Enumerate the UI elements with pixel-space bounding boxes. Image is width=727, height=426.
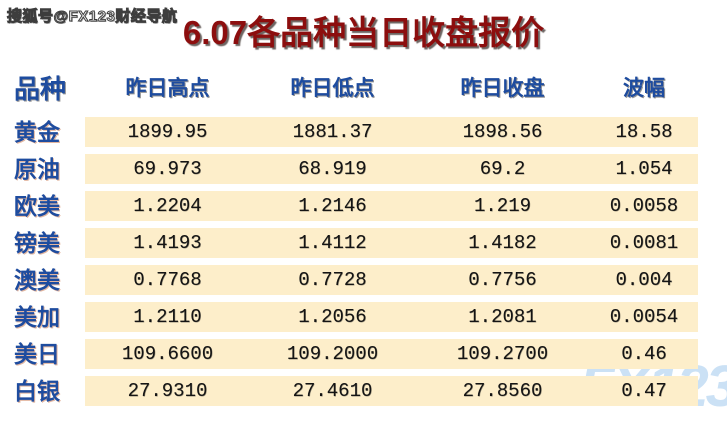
cell-range: 0.0081 <box>590 228 698 258</box>
cell-yesterday-high: 1.2204 <box>85 191 250 221</box>
cell-yesterday-close: 1.4182 <box>415 228 590 258</box>
row-label: 美日 <box>0 339 85 369</box>
cell-yesterday-high: 109.6600 <box>85 339 250 369</box>
cell-yesterday-low: 1.2056 <box>250 302 415 332</box>
column-header-product: 品种 <box>14 73 67 104</box>
cell-range: 0.0058 <box>590 191 698 221</box>
table-row-silver: 白银 27.9310 27.4610 27.8560 0.47 <box>0 376 698 406</box>
table-row-eurusd: 欧美 1.2204 1.2146 1.219 0.0058 <box>0 191 698 221</box>
cell-yesterday-low: 68.919 <box>250 154 415 184</box>
table-row-gbpusd: 镑美 1.4193 1.4112 1.4182 0.0081 <box>0 228 698 258</box>
cell-range: 0.46 <box>590 339 698 369</box>
cell-yesterday-close: 1898.56 <box>415 117 590 147</box>
cell-yesterday-high: 69.973 <box>85 154 250 184</box>
cell-yesterday-high: 1.2110 <box>85 302 250 332</box>
cell-yesterday-close: 69.2 <box>415 154 590 184</box>
sohu-watermark: 搜狐号@FX123财经导航 <box>6 8 178 26</box>
column-header-yesterday-high: 昨日高点 <box>125 77 210 100</box>
cell-yesterday-high: 0.7768 <box>85 265 250 295</box>
cell-yesterday-close: 1.219 <box>415 191 590 221</box>
table-header-row: 品种 昨日高点 昨日低点 昨日收盘 波幅 <box>0 68 698 106</box>
cell-yesterday-low: 0.7728 <box>250 265 415 295</box>
row-label: 原油 <box>0 154 85 184</box>
cell-range: 0.004 <box>590 265 698 295</box>
page-title: 6.07各品种当日收盘报价 <box>182 14 545 51</box>
cell-range: 18.58 <box>590 117 698 147</box>
row-label: 美加 <box>0 302 85 332</box>
table-body: 黄金 1899.95 1881.37 1898.56 18.58 原油 69.9… <box>0 117 698 406</box>
cell-yesterday-close: 27.8560 <box>415 376 590 406</box>
table-row-usdcad: 美加 1.2110 1.2056 1.2081 0.0054 <box>0 302 698 332</box>
price-table: 品种 昨日高点 昨日低点 昨日收盘 波幅 黄金 1899.95 1881.37 … <box>0 68 698 413</box>
table-row-gold: 黄金 1899.95 1881.37 1898.56 18.58 <box>0 117 698 147</box>
column-header-yesterday-low: 昨日低点 <box>290 77 375 100</box>
cell-range: 0.0054 <box>590 302 698 332</box>
cell-yesterday-close: 1.2081 <box>415 302 590 332</box>
cell-yesterday-low: 1.4112 <box>250 228 415 258</box>
row-label: 白银 <box>0 376 85 406</box>
cell-range: 1.054 <box>590 154 698 184</box>
cell-yesterday-high: 1.4193 <box>85 228 250 258</box>
cell-yesterday-close: 109.2700 <box>415 339 590 369</box>
cell-yesterday-low: 1881.37 <box>250 117 415 147</box>
table-row-crude-oil: 原油 69.973 68.919 69.2 1.054 <box>0 154 698 184</box>
row-label: 澳美 <box>0 265 85 295</box>
table-row-audusd: 澳美 0.7768 0.7728 0.7756 0.004 <box>0 265 698 295</box>
cell-yesterday-high: 1899.95 <box>85 117 250 147</box>
row-label: 欧美 <box>0 191 85 221</box>
cell-yesterday-low: 27.4610 <box>250 376 415 406</box>
cell-range: 0.47 <box>590 376 698 406</box>
row-label: 镑美 <box>0 228 85 258</box>
cell-yesterday-low: 109.2000 <box>250 339 415 369</box>
row-label: 黄金 <box>0 117 85 147</box>
cell-yesterday-low: 1.2146 <box>250 191 415 221</box>
table-row-usdjpy: 美日 109.6600 109.2000 109.2700 0.46 <box>0 339 698 369</box>
cell-yesterday-close: 0.7756 <box>415 265 590 295</box>
cell-yesterday-high: 27.9310 <box>85 376 250 406</box>
column-header-yesterday-close: 昨日收盘 <box>460 77 545 100</box>
column-header-range: 波幅 <box>623 77 665 100</box>
